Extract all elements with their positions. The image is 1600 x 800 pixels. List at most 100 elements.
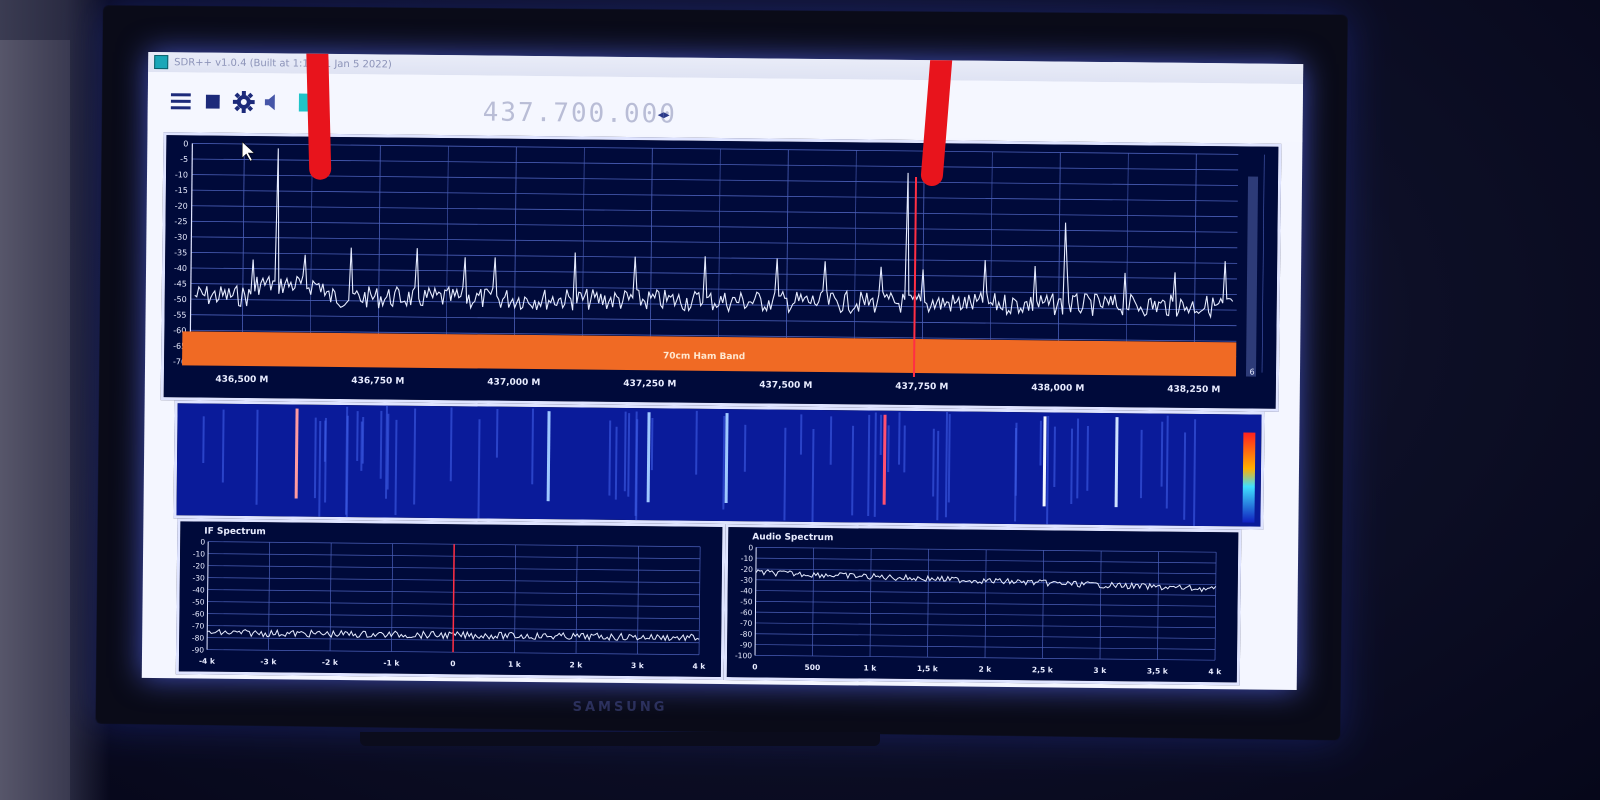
waterfall-streak bbox=[1160, 421, 1164, 487]
spectrum-gridline-v bbox=[1099, 550, 1102, 659]
fft-gridline-h bbox=[191, 189, 1238, 202]
fft-gridline-v bbox=[921, 151, 925, 370]
spectrum-y-tick: -20 bbox=[741, 565, 754, 574]
waterfall-panel[interactable] bbox=[173, 400, 1265, 530]
spectrum-gridline-v bbox=[1042, 550, 1044, 659]
waterfall-streak bbox=[360, 421, 363, 471]
waterfall-signal-line bbox=[1114, 417, 1119, 508]
waterfall-streak bbox=[903, 425, 906, 473]
waterfall-streak bbox=[1070, 428, 1074, 504]
waterfall-streak bbox=[867, 414, 871, 517]
spectrum-y-tick: -70 bbox=[192, 621, 205, 630]
waterfall-streak bbox=[722, 416, 726, 510]
waterfall-streak bbox=[449, 407, 453, 482]
mouse-cursor-icon bbox=[241, 141, 255, 162]
spectrum-gridline-v bbox=[984, 549, 987, 658]
waterfall-streak bbox=[313, 417, 317, 499]
spectrum-gridline-v bbox=[329, 542, 332, 651]
monitor-brand: SAMSUNG bbox=[572, 700, 668, 715]
spectrum-center-marker bbox=[452, 544, 455, 653]
fft-x-tick: 437,000 M bbox=[487, 378, 540, 389]
waterfall-signal-line bbox=[546, 411, 551, 502]
fft-gridline-h bbox=[192, 158, 1239, 171]
waterfall-signal-line bbox=[646, 412, 651, 503]
waterfall-streak bbox=[202, 416, 205, 464]
spectrum-y-axis bbox=[754, 547, 757, 656]
spectrum-x-tick: 3,5 k bbox=[1147, 666, 1169, 675]
waterfall-signal-line bbox=[1042, 416, 1047, 507]
monitor-stand bbox=[360, 732, 880, 746]
spectrum-x-tick: 4 k bbox=[1208, 667, 1222, 676]
speaker-icon[interactable] bbox=[264, 91, 280, 113]
spectrum-title: IF Spectrum bbox=[204, 527, 266, 538]
waterfall-streak bbox=[829, 416, 833, 465]
spectrum-y-tick: 0 bbox=[748, 543, 753, 552]
waterfall-streak bbox=[323, 420, 327, 462]
spectrum-x-tick: 0 bbox=[450, 659, 455, 668]
spectrum-gridline-v bbox=[869, 548, 872, 657]
waterfall-streak bbox=[650, 418, 654, 471]
fft-gridline-v bbox=[377, 145, 381, 364]
spectrum-x-tick: 0 bbox=[752, 662, 757, 671]
spectrum-x-tick: 1,5 k bbox=[917, 664, 939, 673]
waterfall-streak bbox=[932, 428, 935, 497]
frequency-display[interactable]: 437.700.000 bbox=[482, 97, 678, 130]
waterfall-streak bbox=[811, 429, 815, 528]
spectrum-trace bbox=[755, 569, 1217, 593]
fft-gridline-h bbox=[190, 283, 1237, 295]
spectrum-y-tick: -50 bbox=[192, 597, 205, 606]
stop-square-icon[interactable] bbox=[204, 91, 222, 113]
waterfall-signal-line bbox=[294, 408, 299, 499]
fft-y-tick: -30 bbox=[174, 233, 187, 242]
audio-spectrum-panel: Audio Spectrum 0 -10 -20 -30 -40 -50 -60 -70 -80-… bbox=[723, 524, 1242, 686]
fft-gridline-h bbox=[191, 267, 1237, 280]
waterfall-streak bbox=[634, 411, 638, 516]
fft-gridline-v bbox=[785, 149, 789, 368]
fft-y-tick: -50 bbox=[174, 295, 187, 304]
waterfall-signal-line bbox=[724, 413, 729, 504]
if-spectrum-panel: IF Spectrum 0 -10 -20 -30 -40 -50 -60 -70 -80 -90-… bbox=[175, 518, 726, 681]
frequency-step-arrows[interactable]: ◂▸ bbox=[657, 107, 670, 122]
waterfall-streak bbox=[1053, 426, 1056, 488]
spectrum-y-tick: -70 bbox=[740, 619, 753, 628]
wall-strip bbox=[0, 40, 70, 800]
spectrum-title: Audio Spectrum bbox=[752, 532, 833, 543]
spectrum-y-tick: -10 bbox=[193, 549, 206, 558]
waterfall-background bbox=[176, 403, 1262, 527]
waterfall-streak bbox=[898, 412, 901, 465]
waterfall-streak bbox=[384, 405, 388, 499]
spectrum-x-tick: -2 k bbox=[322, 658, 339, 667]
fft-gridline-v bbox=[1193, 153, 1197, 372]
waterfall-streak bbox=[1046, 415, 1050, 525]
gear-icon[interactable] bbox=[232, 90, 256, 113]
spectrum-y-tick: 0 bbox=[200, 538, 205, 547]
spectrum-gridline-v bbox=[698, 546, 701, 655]
fft-x-tick: 436,750 M bbox=[351, 376, 404, 387]
waterfall-streak bbox=[394, 419, 398, 516]
waterfall-streak bbox=[783, 427, 787, 521]
spectrum-x-tick: 3 k bbox=[631, 661, 645, 670]
fft-y-tick: -35 bbox=[174, 248, 187, 257]
fft-scale-bar bbox=[1245, 176, 1259, 377]
fft-gridline-v bbox=[581, 147, 585, 366]
main-fft-plot[interactable]: 0 -5 -10 -15 -20 -25 -30 -35 -40 -45 -50 -55 -60 -65 -… bbox=[163, 135, 1279, 409]
waterfall-streak bbox=[356, 411, 359, 461]
spectrum-gridline-v bbox=[514, 544, 517, 653]
spectrum-y-tick: -80 bbox=[192, 633, 205, 642]
fft-gridline-v bbox=[241, 143, 245, 362]
waterfall-streak bbox=[1039, 420, 1042, 466]
waterfall-streak bbox=[531, 408, 534, 485]
spectrum-y-tick: -60 bbox=[740, 608, 753, 617]
vfo-marker bbox=[912, 177, 918, 378]
fft-gridline-v bbox=[1261, 154, 1265, 373]
waterfall-plot[interactable] bbox=[176, 403, 1262, 529]
waterfall-streak bbox=[413, 408, 417, 505]
spectrum-x-tick: 1 k bbox=[508, 660, 522, 669]
fft-x-tick: 438,250 M bbox=[1167, 385, 1220, 396]
spectrum-y-tick: -30 bbox=[741, 576, 754, 585]
hamburger-menu-icon[interactable] bbox=[170, 90, 192, 112]
waterfall-streak bbox=[1139, 429, 1143, 499]
fft-gridline-v bbox=[445, 146, 449, 365]
main-fft-panel[interactable]: 0 -5 -10 -15 -20 -25 -30 -35 -40 -45 -50 -55 -60 -65 -… bbox=[160, 132, 1282, 412]
fft-y-tick: -45 bbox=[174, 279, 187, 288]
